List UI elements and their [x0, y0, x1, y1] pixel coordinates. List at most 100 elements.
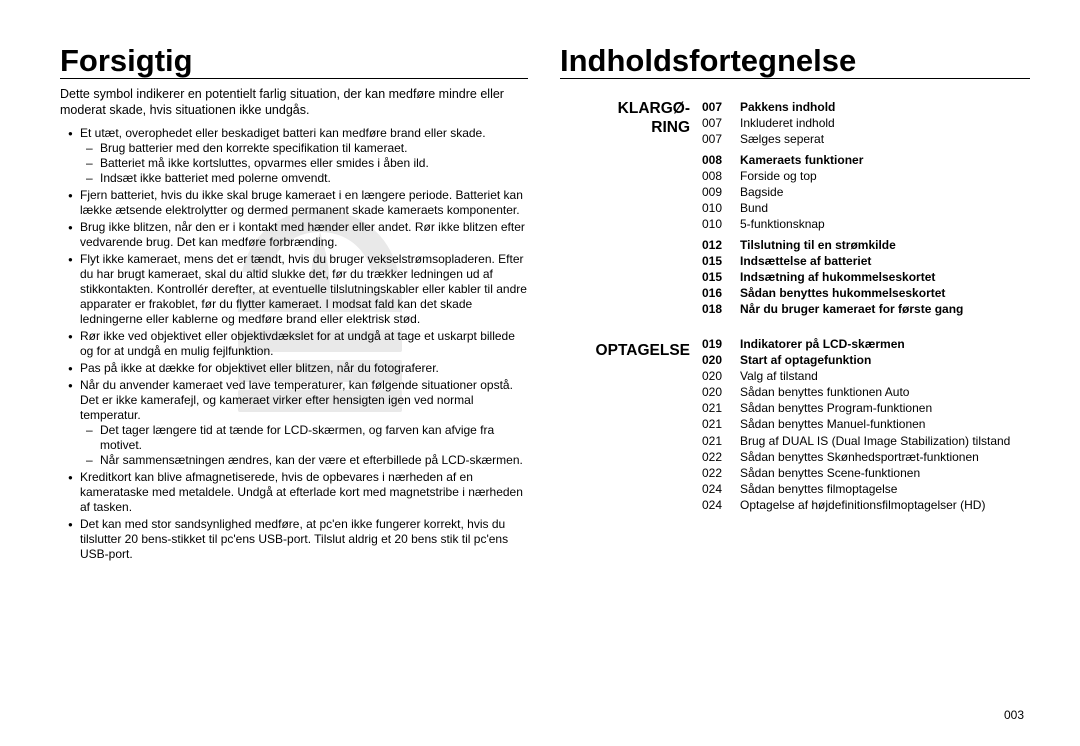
- toc-row: 024 Sådan benyttes filmoptagelse: [702, 481, 1030, 497]
- toc-section-heading: OPTAGELSE: [560, 341, 690, 360]
- caution-item: Pas på ikke at dække for objektivet elle…: [68, 361, 528, 376]
- toc-row: 016Sådan benyttes hukommelseskortet: [702, 285, 1030, 301]
- toc-page-num: 021: [702, 416, 730, 432]
- toc-row: 024 Optagelse af højdefinitionsfilmoptage…: [702, 497, 1030, 513]
- right-title: Indholdsfortegnelse: [560, 44, 1030, 79]
- toc-section-headings: KLARGØ-RING OPTAGELSE: [560, 99, 690, 525]
- toc-label: Indikatorer på LCD-skærmen: [740, 336, 1030, 352]
- toc-row: 021Brug af DUAL IS (Dual Image Stabiliza…: [702, 433, 1030, 449]
- toc-page-num: 024: [702, 481, 730, 497]
- toc-page-num: 022: [702, 465, 730, 481]
- right-column: Indholdsfortegnelse KLARGØ-RING OPTAGELSE…: [560, 44, 1030, 525]
- toc-page-num: 022: [702, 449, 730, 465]
- toc-label: Indsætning af hukommelseskortet: [740, 269, 1030, 285]
- caution-intro: Dette symbol indikerer en potentielt far…: [60, 87, 528, 118]
- toc-label: Optagelse af højdefinitionsfilmoptagelse…: [740, 497, 1030, 513]
- toc-label: Valg af tilstand: [740, 368, 1030, 384]
- toc-row: 015 Indsættelse af batteriet: [702, 253, 1030, 269]
- toc-label: Sådan benyttes Program-funktionen: [740, 400, 1030, 416]
- toc-row: 008 Kameraets funktioner: [702, 152, 1030, 168]
- toc-label: 5-funktionsknap: [740, 216, 1030, 232]
- toc-label: Forside og top: [740, 168, 1030, 184]
- caution-subitem: Indsæt ikke batteriet med polerne omvend…: [86, 171, 528, 186]
- caution-item: Flyt ikke kameraet, mens det er tændt, h…: [68, 252, 528, 327]
- toc-row: 021 Sådan benyttes Program-funktionen: [702, 400, 1030, 416]
- toc-label: Pakkens indhold: [740, 99, 1030, 115]
- toc-block: 019Indikatorer på LCD-skærmen020Start af…: [702, 336, 1030, 514]
- toc-label: Bagside: [740, 184, 1030, 200]
- toc-page-num: 007: [702, 131, 730, 147]
- toc-label: Brug af DUAL IS (Dual Image Stabilizatio…: [740, 433, 1030, 449]
- toc-label: Sådan benyttes Skønhedsportræt-funktione…: [740, 449, 1030, 465]
- toc-label: Sådan benyttes filmoptagelse: [740, 481, 1030, 497]
- toc-section-heading-line: OPTAGELSE: [560, 341, 690, 360]
- left-column: Forsigtig Dette symbol indikerer en pote…: [60, 44, 528, 564]
- toc-label: Sådan benyttes Manuel-funktionen: [740, 416, 1030, 432]
- toc-page-num: 015: [702, 269, 730, 285]
- toc-row: 022 Sådan benyttes Scene-funktionen: [702, 465, 1030, 481]
- toc-row: 015 Indsætning af hukommelseskortet: [702, 269, 1030, 285]
- caution-list: Et utæt, overophedet eller beskadiget ba…: [68, 126, 528, 562]
- toc-row: 020Start af optagefunktion: [702, 352, 1030, 368]
- toc-page-num: 009: [702, 184, 730, 200]
- caution-item-text: Brug ikke blitzen, når den er i kontakt …: [80, 220, 525, 249]
- caution-item: Kreditkort kan blive afmagnetiserede, hv…: [68, 470, 528, 515]
- caution-item-text: Fjern batteriet, hvis du ikke skal bruge…: [80, 188, 523, 217]
- toc-label: Tilslutning til en strømkilde: [740, 237, 1030, 253]
- toc-row: 018 Når du bruger kameraet for første gan…: [702, 301, 1030, 317]
- toc-row: 020 Valg af tilstand: [702, 368, 1030, 384]
- caution-subitem: Når sammensætningen ændres, kan der være…: [86, 453, 528, 468]
- toc-label: Sådan benyttes Scene-funktionen: [740, 465, 1030, 481]
- caution-item: Fjern batteriet, hvis du ikke skal bruge…: [68, 188, 528, 218]
- caution-item-text: Når du anvender kameraet ved lave temper…: [80, 378, 513, 422]
- toc-page-num: 019: [702, 336, 730, 352]
- caution-item-text: Flyt ikke kameraet, mens det er tændt, h…: [80, 252, 527, 326]
- toc-page-num: 012: [702, 237, 730, 253]
- toc-row: 020 Sådan benyttes funktionen Auto: [702, 384, 1030, 400]
- toc-label: Inkluderet indhold: [740, 115, 1030, 131]
- page-number: 003: [1004, 708, 1024, 722]
- toc-row: 0105-funktionsknap: [702, 216, 1030, 232]
- toc-label: Indsættelse af batteriet: [740, 253, 1030, 269]
- caution-item-text: Rør ikke ved objektivet eller objektivdæ…: [80, 329, 515, 358]
- caution-subitem: Det tager længere tid at tænde for LCD-s…: [86, 423, 528, 453]
- toc-page-num: 007: [702, 115, 730, 131]
- toc-page-num: 020: [702, 384, 730, 400]
- toc-row: 007 Inkluderet indhold: [702, 115, 1030, 131]
- toc-page-num: 010: [702, 200, 730, 216]
- toc-page-num: 008: [702, 168, 730, 184]
- toc-block: 007Pakkens indhold007Inkluderet indhold0…: [702, 99, 1030, 317]
- toc-row: 022 Sådan benyttes Skønhedsportræt-funkti…: [702, 449, 1030, 465]
- toc-row: 012 Tilslutning til en strømkilde: [702, 237, 1030, 253]
- toc-page-num: 021: [702, 400, 730, 416]
- toc-row: 010Bund: [702, 200, 1030, 216]
- toc-row: 021 Sådan benyttes Manuel-funktionen: [702, 416, 1030, 432]
- toc-label: Sælges seperat: [740, 131, 1030, 147]
- toc-label: Kameraets funktioner: [740, 152, 1030, 168]
- toc-page-num: 024: [702, 497, 730, 513]
- toc-section-heading: KLARGØ-RING: [560, 99, 690, 138]
- table-of-contents: KLARGØ-RINGOPTAGELSE 007Pakkens indhold0…: [560, 99, 1030, 525]
- caution-item-text: Det kan med stor sandsynlighed medføre, …: [80, 517, 508, 561]
- toc-row: 009 Bagside: [702, 184, 1030, 200]
- toc-label: Start af optagefunktion: [740, 352, 1030, 368]
- toc-row: 019 Indikatorer på LCD-skærmen: [702, 336, 1030, 352]
- toc-label: Sådan benyttes hukommelseskortet: [740, 285, 1030, 301]
- caution-item: Brug ikke blitzen, når den er i kontakt …: [68, 220, 528, 250]
- caution-sublist: Brug batterier med den korrekte specifik…: [86, 141, 528, 186]
- toc-section-heading-line: KLARGØ-: [560, 99, 690, 118]
- toc-page-num: 020: [702, 368, 730, 384]
- toc-row: 008 Forside og top: [702, 168, 1030, 184]
- toc-row: 007 Pakkens indhold: [702, 99, 1030, 115]
- toc-page-num: 007: [702, 99, 730, 115]
- left-title: Forsigtig: [60, 44, 528, 79]
- toc-page-num: 018: [702, 301, 730, 317]
- caution-item: Rør ikke ved objektivet eller objektivdæ…: [68, 329, 528, 359]
- toc-label: Når du bruger kameraet for første gang: [740, 301, 1030, 317]
- caution-subitem: Brug batterier med den korrekte specifik…: [86, 141, 528, 156]
- toc-page-num: 008: [702, 152, 730, 168]
- toc-label: Sådan benyttes funktionen Auto: [740, 384, 1030, 400]
- caution-item: Når du anvender kameraet ved lave temper…: [68, 378, 528, 468]
- toc-row: 007 Sælges seperat: [702, 131, 1030, 147]
- toc-page-num: 015: [702, 253, 730, 269]
